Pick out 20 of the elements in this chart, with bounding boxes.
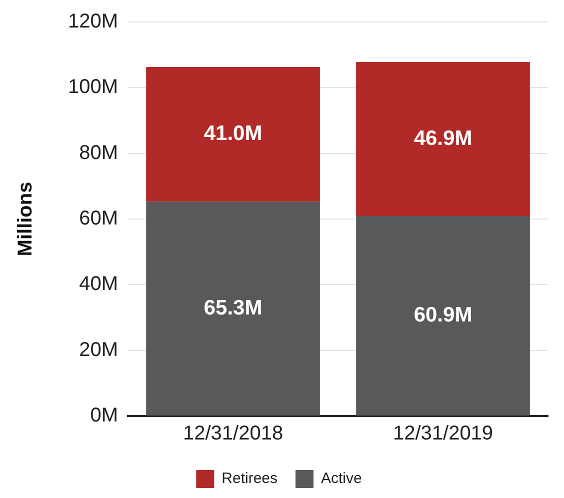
x-tick-label: 12/31/2019 [392,422,494,445]
y-tick-label: 80M [79,142,118,164]
data-label: 60.9M [414,304,472,327]
y-tick-label: 20M [79,338,118,361]
bar [356,62,530,216]
bar [146,202,320,416]
legend-label: Retirees [222,470,278,488]
y-tick-label: 120M [68,10,118,33]
data-label: 65.3M [204,296,262,320]
bar [146,66,320,202]
y-tick-label: 100M [68,76,118,98]
data-label: 41.0M [204,122,262,146]
y-tick-label: 0M [90,404,118,427]
legend-label: Active [321,470,362,488]
x-tick-label: 12/31/2018 [182,422,284,445]
bar [356,216,530,416]
y-axis-title: Millions [14,182,37,256]
y-tick-label: 40M [79,273,118,296]
y-tick-label: 60M [79,208,118,230]
data-label: 46.9M [414,126,472,150]
